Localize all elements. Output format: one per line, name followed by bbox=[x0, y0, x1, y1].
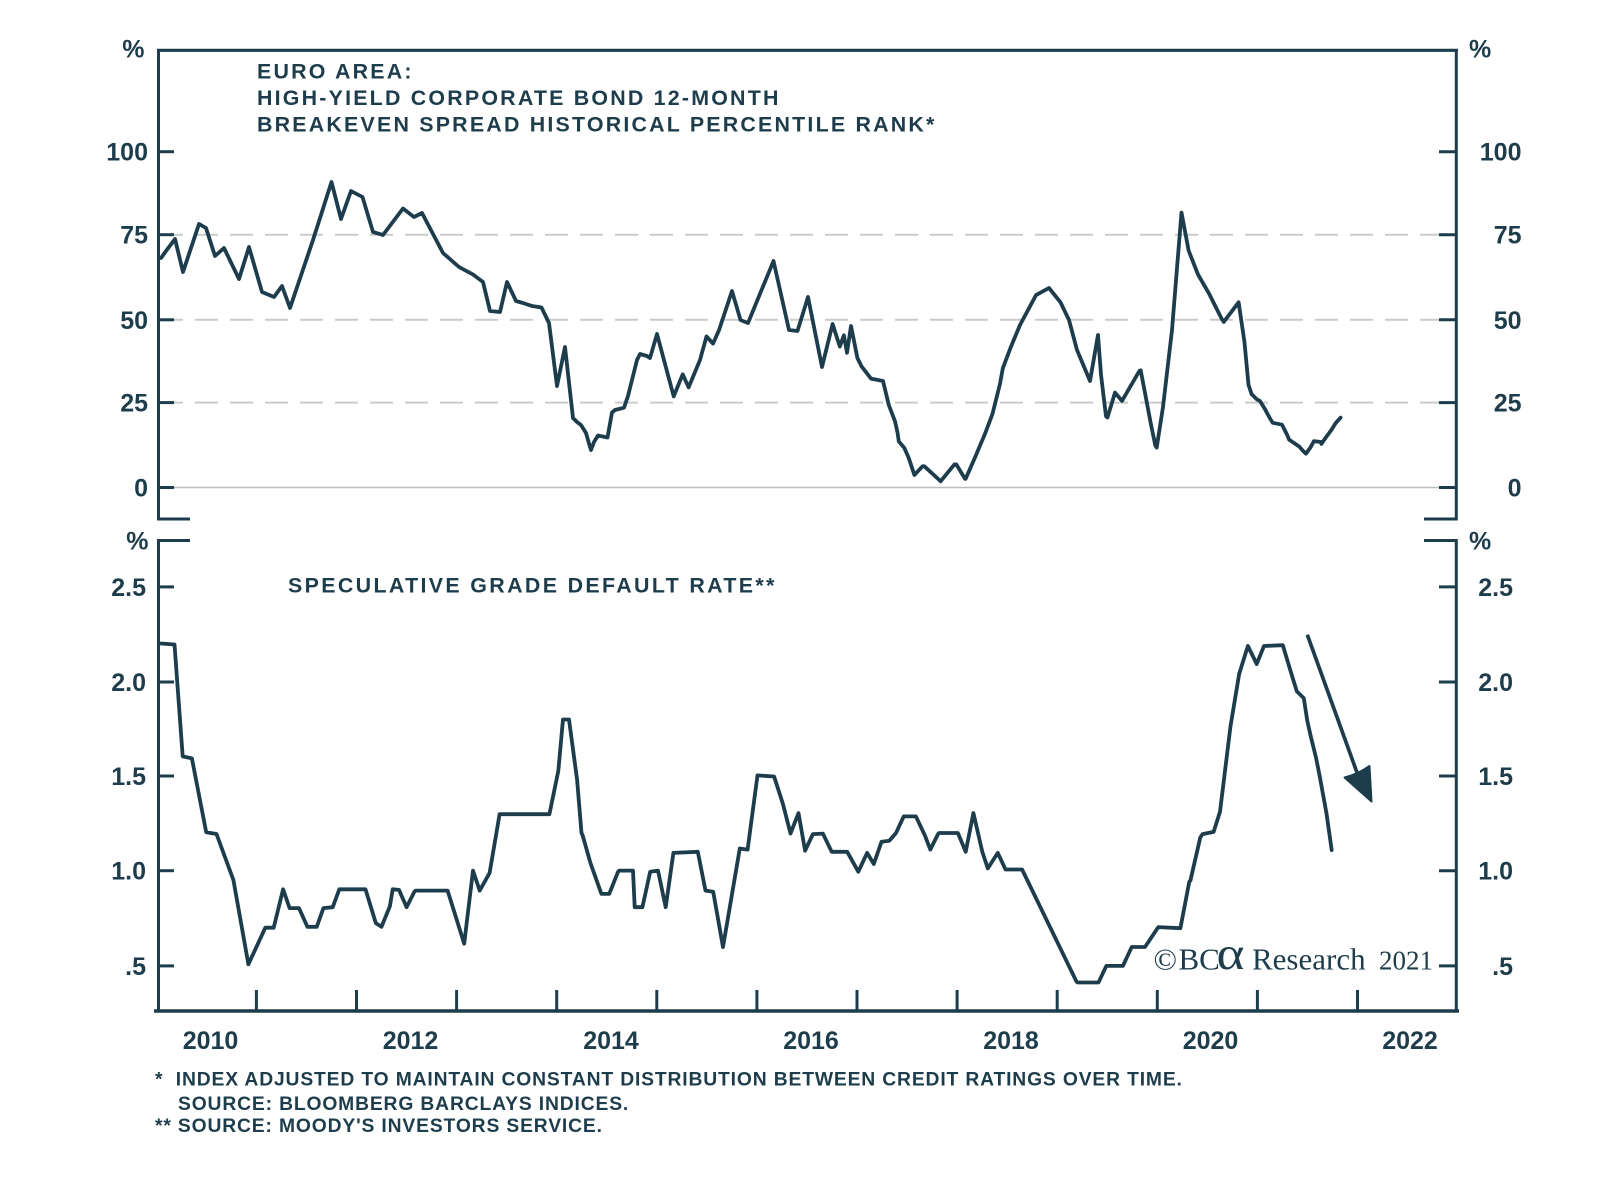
svg-text:** SOURCE: MOODY'S INVESTORS S: ** SOURCE: MOODY'S INVESTORS SERVICE. bbox=[155, 1116, 603, 1137]
svg-text:1.5: 1.5 bbox=[111, 763, 146, 791]
svg-text:%: % bbox=[122, 36, 144, 64]
svg-text:%: % bbox=[1469, 528, 1491, 556]
svg-text:75: 75 bbox=[1494, 222, 1522, 250]
svg-text:2.0: 2.0 bbox=[111, 669, 146, 697]
svg-text:2022: 2022 bbox=[1382, 1027, 1438, 1055]
svg-text:75: 75 bbox=[120, 222, 148, 250]
svg-text:2010: 2010 bbox=[183, 1027, 239, 1055]
svg-text:2.0: 2.0 bbox=[1478, 669, 1513, 697]
svg-text:EURO AREA:: EURO AREA: bbox=[257, 60, 414, 84]
svg-text:2021: 2021 bbox=[1379, 946, 1433, 976]
svg-text:2020: 2020 bbox=[1183, 1027, 1239, 1055]
svg-text:50: 50 bbox=[120, 307, 148, 335]
svg-text:2018: 2018 bbox=[983, 1027, 1039, 1055]
svg-text:HIGH-YIELD CORPORATE BOND 12-M: HIGH-YIELD CORPORATE BOND 12-MONTH bbox=[257, 86, 781, 110]
svg-text:2.5: 2.5 bbox=[111, 574, 146, 602]
svg-text:BREAKEVEN SPREAD HISTORICAL PE: BREAKEVEN SPREAD HISTORICAL PERCENTILE R… bbox=[257, 113, 937, 137]
svg-text:100: 100 bbox=[106, 139, 148, 167]
svg-text:0: 0 bbox=[1508, 475, 1522, 503]
svg-text:* INDEX ADJUSTED TO MAINTAIN: * INDEX ADJUSTED TO MAINTAIN CONSTANT DI… bbox=[155, 1070, 1183, 1091]
svg-text:2014: 2014 bbox=[583, 1027, 639, 1055]
svg-text:α: α bbox=[1217, 928, 1245, 980]
svg-text:SPECULATIVE GRADE DEFAULT RATE: SPECULATIVE GRADE DEFAULT RATE** bbox=[288, 574, 777, 598]
svg-text:.5: .5 bbox=[1492, 953, 1513, 981]
svg-text:1.0: 1.0 bbox=[111, 858, 146, 886]
svg-text:25: 25 bbox=[120, 390, 148, 418]
svg-text:1.0: 1.0 bbox=[1478, 858, 1513, 886]
svg-text:25: 25 bbox=[1494, 390, 1522, 418]
svg-text:2012: 2012 bbox=[383, 1027, 439, 1055]
svg-text:©: © bbox=[1154, 942, 1178, 977]
svg-text:0: 0 bbox=[134, 475, 148, 503]
svg-text:%: % bbox=[126, 528, 148, 556]
svg-text:%: % bbox=[1469, 36, 1491, 64]
svg-text:BC: BC bbox=[1179, 942, 1220, 977]
svg-text:2.5: 2.5 bbox=[1478, 574, 1513, 602]
svg-text:SOURCE: BLOOMBERG BARCLAYS IND: SOURCE: BLOOMBERG BARCLAYS INDICES. bbox=[178, 1094, 629, 1115]
svg-text:100: 100 bbox=[1480, 139, 1522, 167]
svg-text:1.5: 1.5 bbox=[1478, 763, 1513, 791]
svg-text:2016: 2016 bbox=[783, 1027, 839, 1055]
svg-text:Research: Research bbox=[1252, 942, 1366, 977]
svg-text:50: 50 bbox=[1494, 307, 1522, 335]
svg-text:.5: .5 bbox=[125, 953, 146, 981]
